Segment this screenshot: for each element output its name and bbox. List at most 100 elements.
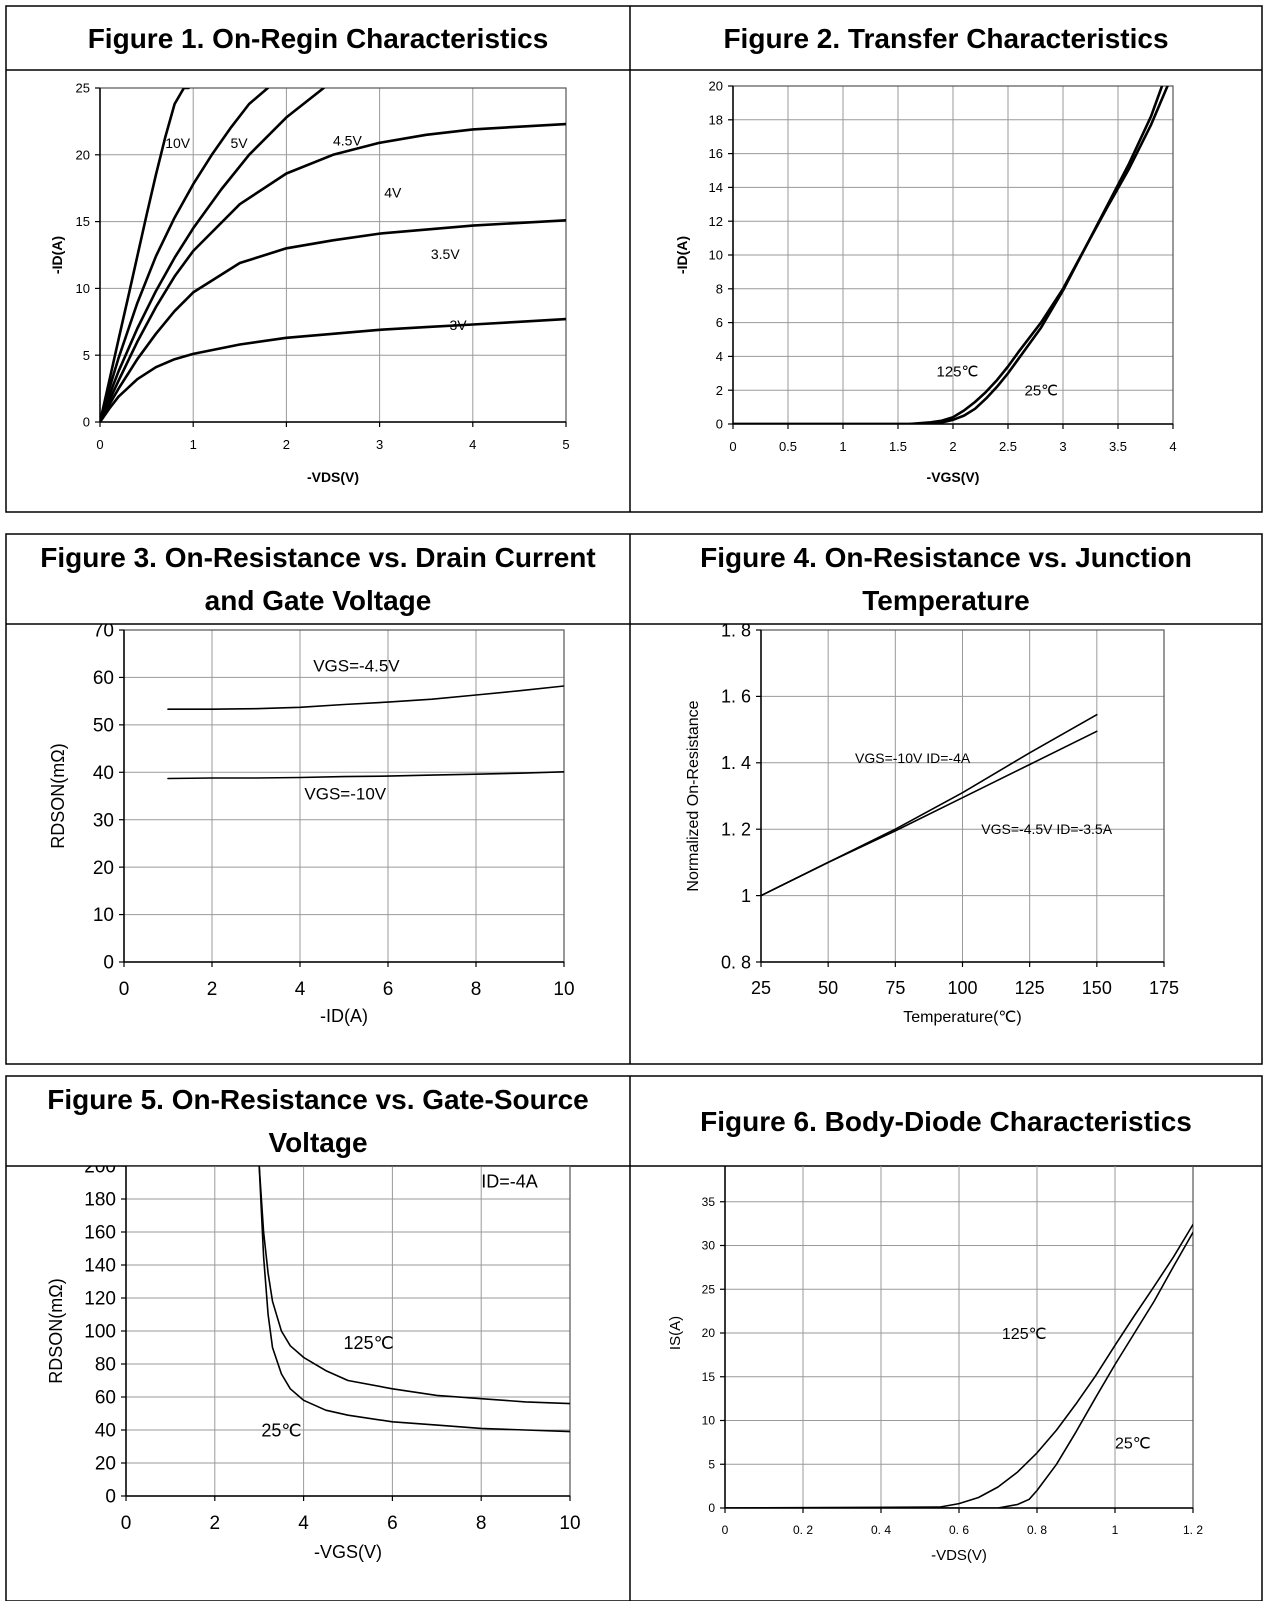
x-tick-label: 3 <box>376 437 383 452</box>
series-line <box>733 86 1169 424</box>
y-tick-label: 2 <box>716 383 723 398</box>
x-tick-label: 3 <box>1059 439 1066 454</box>
x-tick-label: 0. 2 <box>793 1523 813 1537</box>
x-tick-label: 10 <box>553 979 574 1000</box>
y-tick-label: 70 <box>93 624 114 642</box>
series-annotation: 4V <box>384 185 402 201</box>
y-tick-label: 0 <box>708 1501 715 1515</box>
y-tick-label: 10 <box>93 905 114 926</box>
y-axis-label: RDSON(mΩ) <box>48 743 68 848</box>
y-tick-label: 0 <box>716 417 723 432</box>
series-annotation: 10V <box>165 135 191 151</box>
x-tick-label: 2.5 <box>999 439 1017 454</box>
y-tick-label: 80 <box>95 1355 116 1376</box>
series-annotation: 125℃ <box>1002 1326 1047 1343</box>
x-tick-label: 0 <box>722 1523 729 1537</box>
x-tick-label: 8 <box>471 979 482 1000</box>
x-tick-label: 2 <box>210 1513 221 1534</box>
y-tick-label: 10 <box>76 281 90 296</box>
y-tick-label: 20 <box>709 79 723 94</box>
y-axis-label: RDSON(mΩ) <box>46 1278 66 1383</box>
y-tick-label: 20 <box>76 147 90 162</box>
y-tick-label: 140 <box>84 1256 116 1277</box>
x-axis-label: -VGS(V) <box>927 469 980 485</box>
x-tick-label: 2 <box>283 437 290 452</box>
y-tick-label: 5 <box>83 348 90 363</box>
series-annotation: 125℃ <box>937 364 979 381</box>
y-tick-label: 30 <box>93 810 114 831</box>
series-annotation: VGS=-10V ID=-4A <box>855 750 971 766</box>
y-tick-label: 25 <box>76 81 90 96</box>
y-tick-label: 1. 8 <box>721 624 751 640</box>
series-line <box>725 1223 1193 1508</box>
y-tick-label: 20 <box>95 1454 116 1475</box>
y-tick-label: 200 <box>84 1166 116 1178</box>
y-tick-label: 16 <box>709 146 723 161</box>
table-frame <box>5 1075 1263 1601</box>
figure-5-chart: 0 2 4 6 8 10020406080100120140160180200-VGS(V… <box>46 1166 581 1562</box>
y-tick-label: 0 <box>105 1487 116 1508</box>
x-axis-label: -ID(A) <box>320 1006 368 1026</box>
x-tick-label: 5 <box>562 437 569 452</box>
figure-5-title: Figure 5. On-Resistance vs. Gate-Source … <box>47 1084 589 1158</box>
series-annotation: 4.5V <box>333 132 362 148</box>
x-tick-label: 8 <box>476 1513 487 1534</box>
x-tick-label: 1 <box>1112 1523 1119 1537</box>
x-tick-label: 0 <box>121 1513 132 1534</box>
figure-4-chart: 25 50 75 100 125 150 175 0. 8 1 1. 2 1. 4 1. 6 1. 8 T… <box>685 624 1179 1026</box>
series-annotation: VGS=-4.5V <box>313 657 400 676</box>
series-annotation: 3.5V <box>431 246 460 262</box>
x-tick-label: 175 <box>1149 978 1179 998</box>
series-line <box>258 1166 570 1433</box>
series-line <box>167 771 564 780</box>
series-line <box>100 317 566 422</box>
x-tick-label: 4 <box>469 437 476 452</box>
figure-2-chart: 0 0.5 1 1.5 2 2.5 3 3.5 4 0 2 4 6 8 10 12 14 16 18 20 -VGS(V… <box>674 79 1177 485</box>
y-tick-label: 35 <box>702 1195 716 1209</box>
figure-6-title: Figure 6. Body-Diode Characteristics <box>700 1105 1192 1137</box>
table-frame <box>5 5 1263 513</box>
y-tick-label: 14 <box>709 180 723 195</box>
y-tick-label: 60 <box>93 668 114 689</box>
y-axis-label: Normalized On-Resistance <box>685 700 702 891</box>
y-tick-label: 10 <box>702 1414 716 1428</box>
y-tick-label: 120 <box>84 1289 116 1310</box>
x-tick-label: 0. 6 <box>949 1523 969 1537</box>
series-line <box>761 730 1098 897</box>
x-tick-label: 4 <box>1169 439 1176 454</box>
figure-4-title: Figure 4. On-Resistance vs. Junction Tem… <box>700 542 1192 616</box>
y-tick-label: 8 <box>716 281 723 296</box>
y-tick-label: 4 <box>716 349 723 364</box>
table-frame <box>5 533 1263 1065</box>
x-tick-label: 0.5 <box>779 439 797 454</box>
x-tick-label: 10 <box>559 1513 580 1534</box>
x-tick-label: 1. 2 <box>1183 1523 1203 1537</box>
series-annotation: VGS=-10V <box>304 784 386 803</box>
y-tick-label: 20 <box>93 858 114 879</box>
y-tick-label: 0 <box>83 415 90 430</box>
x-tick-label: 0 <box>729 439 736 454</box>
series-annotation: ID=-4A <box>481 1171 538 1191</box>
series-line <box>100 219 566 422</box>
y-tick-label: 60 <box>95 1388 116 1409</box>
series-annotation: VGS=-4.5V ID=-3.5A <box>981 821 1112 837</box>
figure-1-chart: 0 1 2 3 4 5 0 5 10 15 20 25 -VDS(V) -ID(A) 10V 5V 4.5V 4V… <box>49 81 570 485</box>
x-axis-label: -VDS(V) <box>307 469 359 485</box>
y-tick-label: 30 <box>702 1239 716 1253</box>
y-tick-label: 160 <box>84 1223 116 1244</box>
y-tick-label: 180 <box>84 1190 116 1211</box>
series-annotation: 25℃ <box>1025 382 1059 399</box>
series-annotation: 3V <box>450 317 468 333</box>
figure-2-title: Figure 2. Transfer Characteristics <box>723 22 1169 54</box>
x-tick-label: 6 <box>383 979 394 1000</box>
x-tick-label: 1.5 <box>889 439 907 454</box>
y-axis-label: -ID(A) <box>674 236 690 274</box>
series-annotation: 25℃ <box>261 1421 301 1441</box>
series-line <box>100 88 325 422</box>
figure-3-title: Figure 3. On-Resistance vs. Drain Curren… <box>40 542 596 616</box>
y-tick-label: 40 <box>93 763 114 784</box>
series-line <box>167 685 564 710</box>
y-axis-label: IS(A) <box>667 1316 684 1350</box>
x-tick-label: 125 <box>1015 978 1045 998</box>
